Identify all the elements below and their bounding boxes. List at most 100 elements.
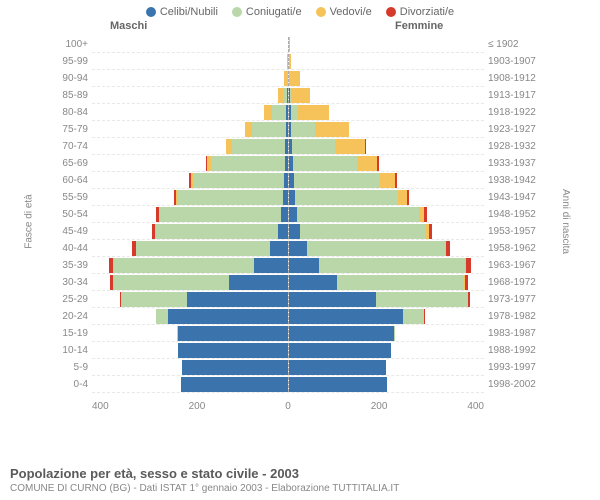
legend-item: Celibi/Nubili [146,6,218,18]
legend-swatch [146,7,156,17]
footer-title: Popolazione per età, sesso e stato civil… [10,466,399,481]
female-bar [288,224,485,239]
age-label: 35-39 [52,260,92,271]
age-row: 85-891913-1917 [52,87,540,104]
segment [407,190,409,205]
segment [300,224,426,239]
age-row: 60-641938-1942 [52,172,540,189]
male-bar [92,275,288,290]
age-label: 20-24 [52,311,92,322]
age-row: 25-29 1973-1977 [52,291,540,308]
legend-swatch [316,7,326,17]
segment [289,37,290,52]
male-bar [92,326,288,341]
year-label: 1943-1947 [484,192,540,203]
segment [193,173,283,188]
male-bar [92,292,288,307]
segment [113,275,229,290]
male-bar [92,105,288,120]
age-label: 85-89 [52,90,92,101]
segment [315,122,349,137]
bar-group [92,207,484,223]
segment [289,241,308,256]
x-tick: 200 [189,401,206,412]
x-tick: 400 [92,401,109,412]
male-bar [92,241,288,256]
bar-group [92,377,484,393]
bar-group [92,156,484,172]
year-label: 1973-1977 [484,294,540,305]
male-bar [92,343,288,358]
segment [376,292,468,307]
female-bar [288,343,485,358]
year-label: ≤ 1902 [484,39,540,50]
male-bar [92,139,288,154]
female-bar [288,88,485,103]
legend-label: Coniugati/e [246,6,302,18]
segment [377,156,378,171]
segment [357,156,378,171]
age-label: 5-9 [52,362,92,373]
segment [395,173,397,188]
male-bar [92,377,288,392]
segment [403,309,424,324]
female-bar [288,377,485,392]
x-axis: 4002000200400 [92,401,484,412]
female-bar [288,37,485,52]
age-label: 25-29 [52,294,92,305]
segment [394,326,395,341]
year-label: 1908-1912 [484,73,540,84]
bar-group [92,88,484,104]
bar-group [92,71,484,87]
age-row: 0-41998-2002 [52,376,540,393]
age-row: 35-39 1963-1967 [52,257,540,274]
segment [291,88,310,103]
year-label: 1998-2002 [484,379,540,390]
female-bar [288,71,485,86]
segment [398,190,407,205]
chart-rows: 100+≤ 190295-991903-190790-941908-191285… [52,36,540,394]
title-females: Femmine [395,20,443,32]
male-bar [92,258,288,273]
age-label: 50-54 [52,209,92,220]
bar-group [92,54,484,70]
segment [289,326,394,341]
bar-group [92,37,484,53]
age-label: 80-84 [52,107,92,118]
segment [252,122,285,137]
bar-group [92,241,484,257]
bar-group [92,343,484,359]
female-bar [288,207,485,222]
segment [289,258,319,273]
legend-swatch [386,7,396,17]
age-label: 60-64 [52,175,92,186]
female-bar [288,241,485,256]
age-label: 100+ [52,39,92,50]
bar-group [92,190,484,206]
male-bar [92,190,288,205]
footer: Popolazione per età, sesso e stato civil… [10,466,399,494]
age-row: 80-841918-1922 [52,104,540,121]
year-label: 1933-1937 [484,158,540,169]
bar-group [92,139,484,155]
legend-item: Coniugati/e [232,6,302,18]
segment [307,241,445,256]
segment [289,275,338,290]
year-label: 1988-1992 [484,345,540,356]
bar-group [92,122,484,138]
year-label: 1953-1957 [484,226,540,237]
male-bar [92,207,288,222]
bar-group [92,275,484,291]
year-label: 1963-1967 [484,260,540,271]
age-row: 45-491953-1957 [52,223,540,240]
segment [245,122,252,137]
segment [254,258,287,273]
legend-label: Celibi/Nubili [160,6,218,18]
segment [113,258,255,273]
legend-item: Divorziati/e [386,6,454,18]
year-label: 1928-1932 [484,141,540,152]
female-bar [288,190,485,205]
female-bar [288,139,485,154]
male-bar [92,122,288,137]
age-row: 15-191983-1987 [52,325,540,342]
